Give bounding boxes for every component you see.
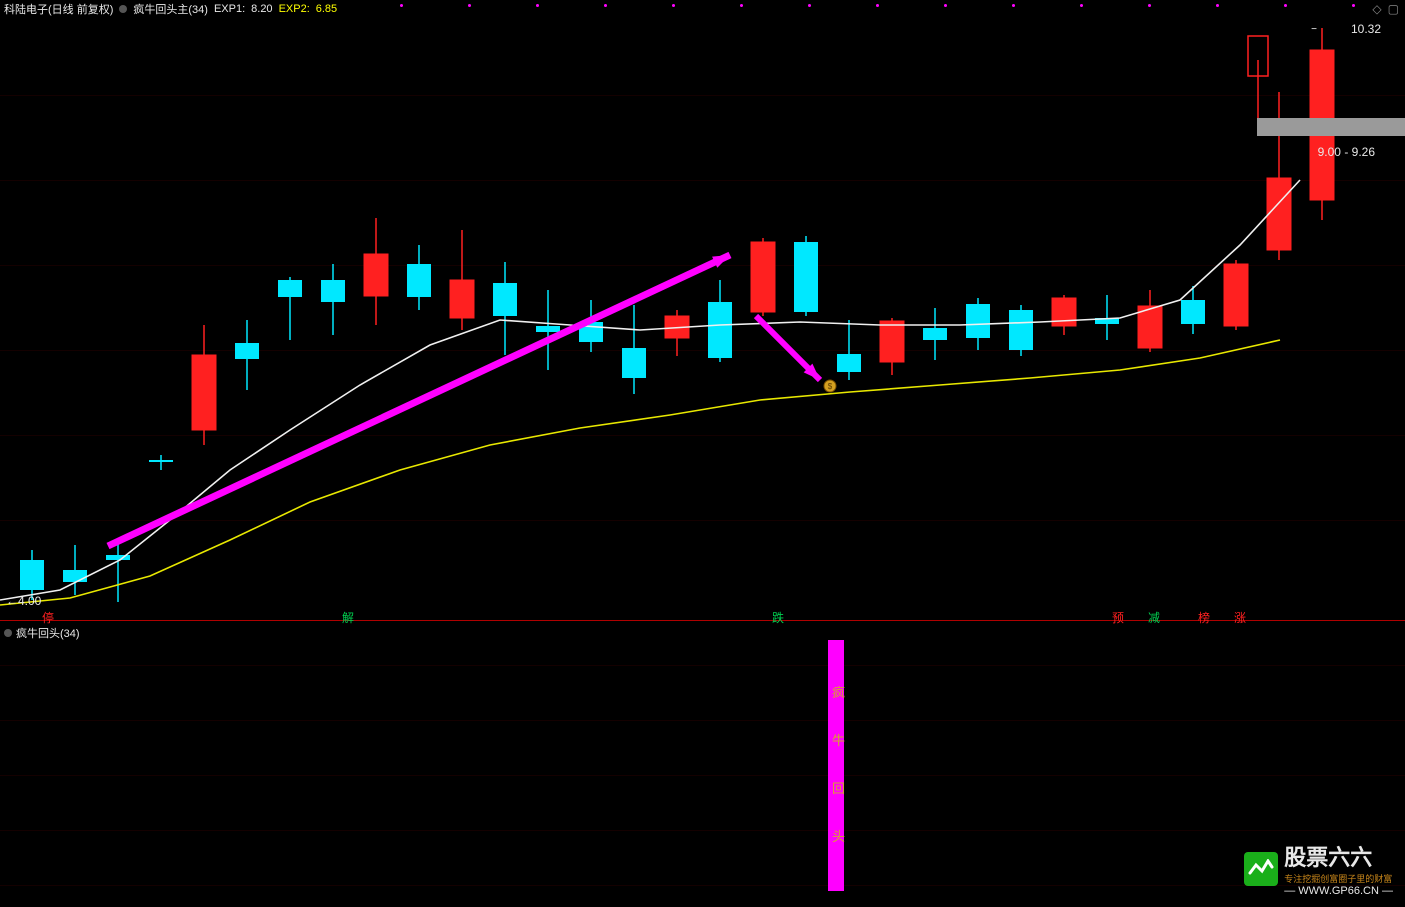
- main-header: 科陆电子(日线 前复权) 疯牛回头主(34) EXP1: 8.20 EXP2: …: [4, 0, 337, 18]
- window-controls: ◇ ▢: [1372, 2, 1399, 16]
- sub-header: 疯牛回头(34): [4, 625, 80, 641]
- exp1-value: 8.20: [251, 3, 272, 15]
- watermark-url: — WWW.GP66.CN —: [1284, 885, 1393, 897]
- event-label: 减: [1148, 609, 1160, 626]
- signal-bar: [828, 640, 844, 891]
- event-label: 涨: [1234, 609, 1246, 626]
- logo-icon: [1244, 852, 1278, 886]
- watermark-subtitle: 专注挖掘创富圈子里的财富: [1284, 872, 1393, 885]
- exp2-value: 6.85: [316, 3, 337, 15]
- expand-icon[interactable]: ▢: [1388, 2, 1399, 16]
- exp1-label: EXP1:: [214, 3, 245, 15]
- watermark-title: 股票六六: [1284, 840, 1393, 872]
- indicator-name: 疯牛回头主(34): [133, 1, 208, 17]
- bullet-icon: [4, 629, 12, 637]
- price-range-box: [1257, 118, 1405, 136]
- svg-text:$: $: [828, 382, 833, 391]
- bullet-icon: [119, 5, 127, 13]
- chart-app: $ 科陆电子(日线 前复权) 疯牛回头主(34) EXP1: 8.20 EXP2…: [0, 0, 1405, 907]
- diamond-icon[interactable]: ◇: [1372, 2, 1381, 16]
- stock-name: 科陆电子(日线 前复权): [4, 1, 113, 17]
- event-label: 预: [1112, 609, 1124, 626]
- exp2-label: EXP2:: [279, 3, 310, 15]
- tick-mark: −: [1311, 24, 1317, 35]
- price-high-label: 10.32: [1351, 22, 1381, 36]
- sub-indicator-name: 疯牛回头(34): [16, 625, 80, 641]
- event-label: 停: [42, 609, 54, 626]
- event-label: 跌: [772, 609, 784, 626]
- event-label: 榜: [1198, 609, 1210, 626]
- event-label: 解: [342, 609, 354, 626]
- price-range-label: 9.00 - 9.26: [1318, 145, 1375, 159]
- candlestick-chart[interactable]: $: [0, 0, 1405, 907]
- watermark: 股票六六 专注挖掘创富圈子里的财富 — WWW.GP66.CN —: [1244, 840, 1393, 897]
- price-low-label: ←4.00: [6, 594, 41, 608]
